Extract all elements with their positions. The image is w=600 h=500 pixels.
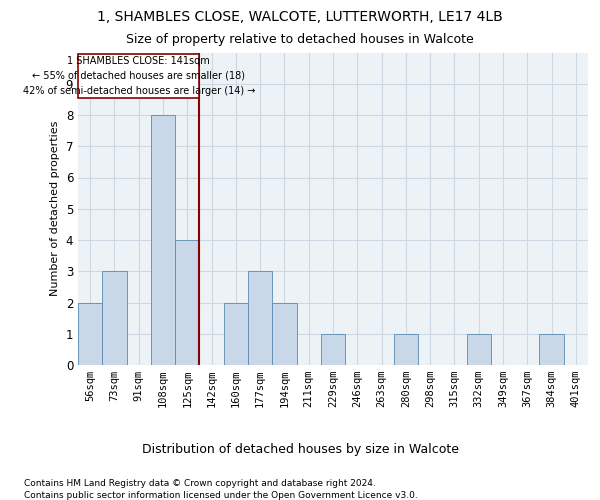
Bar bbox=[102, 271, 127, 365]
Bar bbox=[539, 334, 564, 365]
Text: Contains HM Land Registry data © Crown copyright and database right 2024.: Contains HM Land Registry data © Crown c… bbox=[24, 479, 376, 488]
Bar bbox=[224, 302, 248, 365]
Bar bbox=[467, 334, 491, 365]
Bar bbox=[78, 302, 102, 365]
Bar bbox=[321, 334, 345, 365]
Text: Contains public sector information licensed under the Open Government Licence v3: Contains public sector information licen… bbox=[24, 491, 418, 500]
Text: 1, SHAMBLES CLOSE, WALCOTE, LUTTERWORTH, LE17 4LB: 1, SHAMBLES CLOSE, WALCOTE, LUTTERWORTH,… bbox=[97, 10, 503, 24]
Text: 1 SHAMBLES CLOSE: 141sqm
← 55% of detached houses are smaller (18)
42% of semi-d: 1 SHAMBLES CLOSE: 141sqm ← 55% of detach… bbox=[23, 56, 255, 96]
Bar bbox=[272, 302, 296, 365]
Bar bbox=[151, 115, 175, 365]
Y-axis label: Number of detached properties: Number of detached properties bbox=[50, 121, 60, 296]
Bar bbox=[248, 271, 272, 365]
Bar bbox=[175, 240, 199, 365]
FancyBboxPatch shape bbox=[78, 54, 199, 98]
Text: Distribution of detached houses by size in Walcote: Distribution of detached houses by size … bbox=[142, 442, 458, 456]
Bar bbox=[394, 334, 418, 365]
Text: Size of property relative to detached houses in Walcote: Size of property relative to detached ho… bbox=[126, 32, 474, 46]
